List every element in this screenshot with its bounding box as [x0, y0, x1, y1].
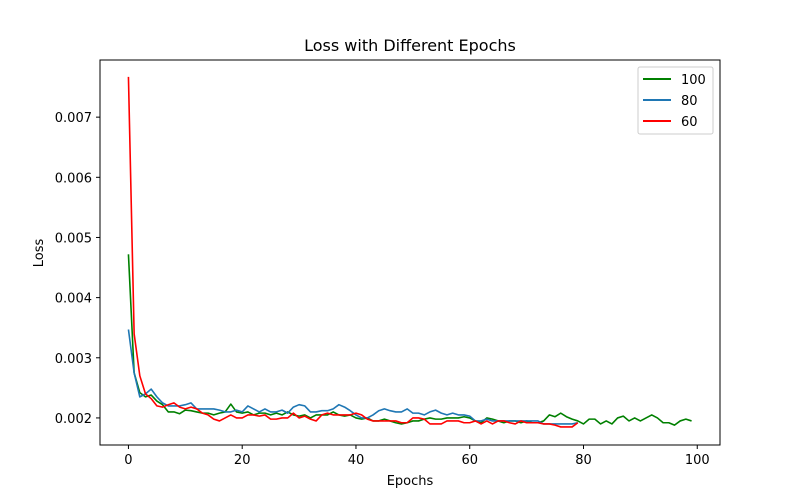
series-line-60	[127, 76, 579, 428]
chart-title: Loss with Different Epochs	[304, 36, 516, 55]
legend-label-80: 80	[681, 94, 698, 109]
y-axis-label: Loss	[32, 239, 47, 268]
legend-box	[637, 66, 714, 135]
y-tick-label: 0.004	[55, 292, 92, 307]
y-tick-label: 0.007	[55, 111, 92, 126]
y-tick-label: 0.002	[55, 412, 92, 427]
y-tick-label: 0.003	[55, 352, 92, 367]
axes-frame	[99, 59, 721, 446]
x-tick-label: 100	[685, 453, 710, 468]
x-tick-label: 60	[461, 453, 478, 468]
legend: 100 80 60	[637, 66, 714, 135]
x-tick-label: 20	[234, 453, 251, 468]
series-line-100	[127, 254, 692, 426]
legend-label-60: 60	[681, 115, 698, 130]
x-ticks: 0 20 40 60 80 100	[124, 445, 710, 468]
y-ticks: 0.002 0.003 0.004 0.005 0.006 0.007	[55, 111, 100, 427]
x-tick-label: 0	[124, 453, 132, 468]
x-tick-label: 40	[348, 453, 365, 468]
x-axis-label: Epochs	[387, 474, 434, 489]
x-tick-label: 80	[575, 453, 592, 468]
y-tick-label: 0.005	[55, 231, 92, 246]
series-layer	[127, 76, 692, 428]
y-tick-label: 0.006	[55, 171, 92, 186]
legend-label-100: 100	[681, 73, 706, 88]
